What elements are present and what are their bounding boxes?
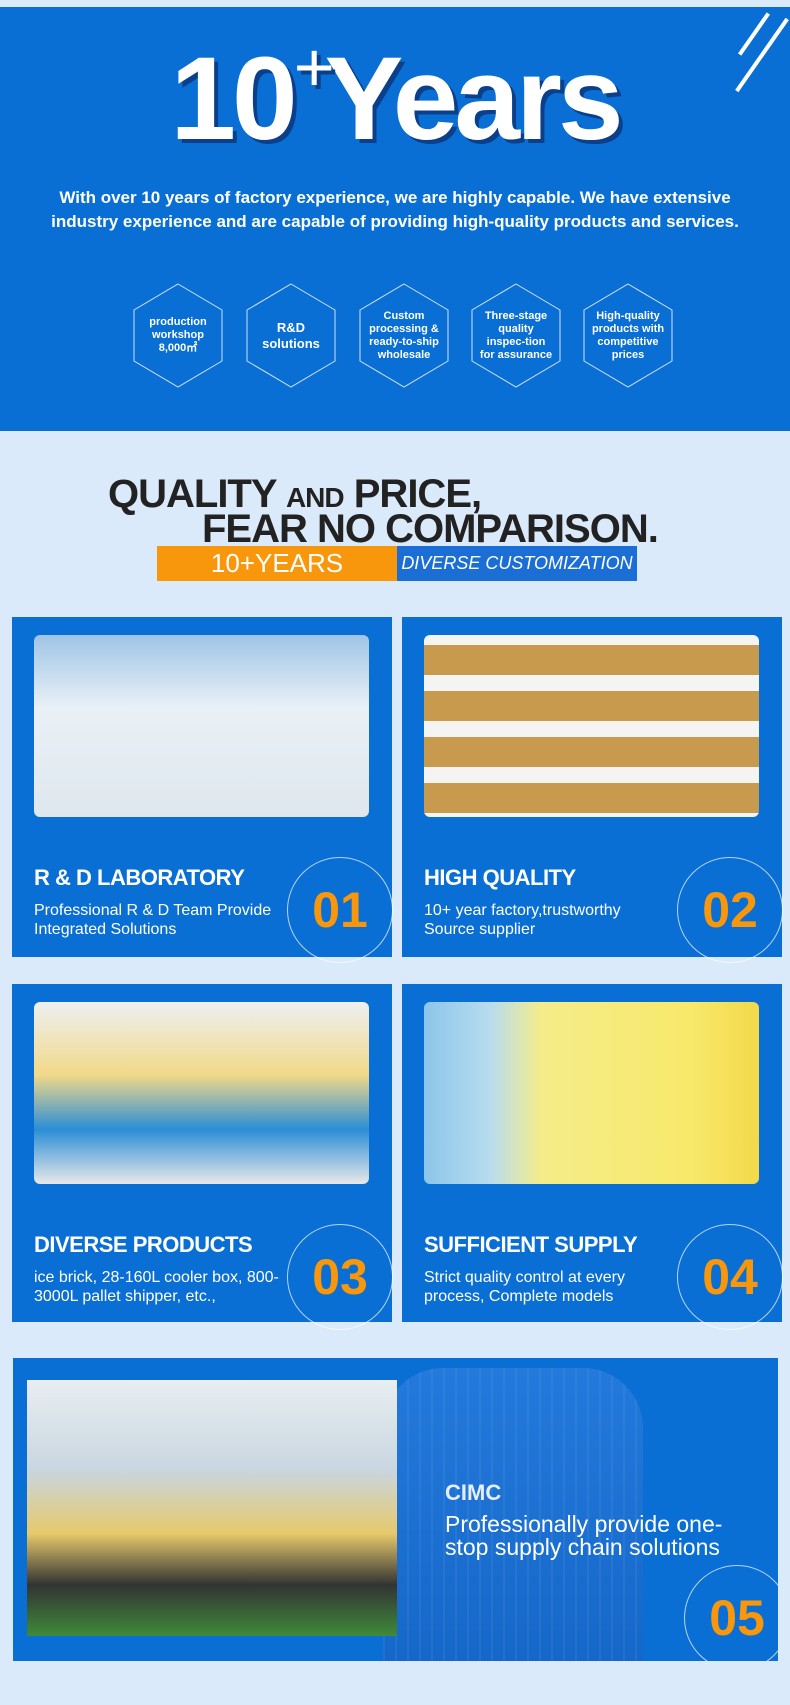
banner-text: Professionally provide one-stop supply c…: [445, 1511, 723, 1560]
card-title: R & D LABORATORY: [34, 865, 245, 890]
card-desc: ice brick, 28-160L cooler box, 800-3000L…: [34, 1269, 279, 1305]
hero-title: 10+Years: [170, 28, 623, 165]
card-high-quality: HIGH QUALITY 10+ year factory,trustworth…: [402, 617, 783, 963]
brand-name: CIMC: [445, 1480, 502, 1505]
building-graphic: [383, 1368, 643, 1661]
card-rd-laboratory: R & D LABORATORY Professional R & D Team…: [12, 617, 393, 963]
customization-tag: DIVERSE CUSTOMIZATION: [397, 546, 637, 581]
card-desc: Professional R & D Team Provide Integrat…: [34, 902, 272, 938]
card-number: 01: [287, 857, 393, 963]
card-number: 03: [287, 1224, 393, 1330]
feature-hexagon: Custom processing & ready-to-ship wholes…: [359, 283, 449, 388]
warehouse-photo: [424, 1002, 759, 1184]
slogan-line-2: FEAR NO COMPARISON.: [202, 507, 659, 551]
years-tag: 10+YEARS: [157, 546, 397, 581]
headquarters-photo: [27, 1380, 397, 1636]
certificates-photo: [424, 635, 759, 817]
feature-hexagon: production workshop 8,000㎡: [133, 283, 223, 388]
feature-hexagon: R&D solutions: [246, 283, 336, 388]
feature-hexagon: High-quality products with competitive p…: [583, 283, 673, 388]
card-number: 02: [677, 857, 783, 963]
card-number: 04: [677, 1224, 783, 1330]
card-diverse-products: DIVERSE PRODUCTS ice brick, 28-160L cool…: [12, 984, 393, 1330]
feature-hexagon: Three-stage quality inspec-tion for assu…: [471, 283, 561, 388]
hero-section: [0, 7, 790, 431]
hero-intro: With over 10 years of factory experience…: [51, 188, 739, 231]
card-desc: Strict quality control at every process,…: [424, 1269, 625, 1305]
card-title: SUFFICIENT SUPPLY: [424, 1232, 638, 1257]
company-banner: CIMC Professionally provide one-stop sup…: [13, 1358, 778, 1661]
card-title: DIVERSE PRODUCTS: [34, 1232, 253, 1257]
banner-number: 05: [684, 1565, 778, 1661]
showroom-photo: [34, 1002, 369, 1184]
slogan-line-1: QUALITY AND PRICE,: [108, 472, 482, 516]
card-title: HIGH QUALITY: [424, 865, 576, 890]
card-desc: 10+ year factory,trustworthy Source supp…: [424, 902, 621, 938]
card-sufficient-supply: SUFFICIENT SUPPLY Strict quality control…: [402, 984, 783, 1330]
lab-photo: [34, 635, 369, 817]
